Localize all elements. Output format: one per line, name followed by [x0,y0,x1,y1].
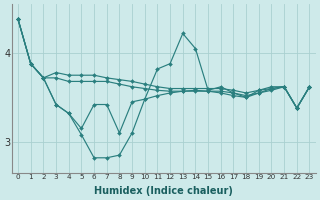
X-axis label: Humidex (Indice chaleur): Humidex (Indice chaleur) [94,186,233,196]
